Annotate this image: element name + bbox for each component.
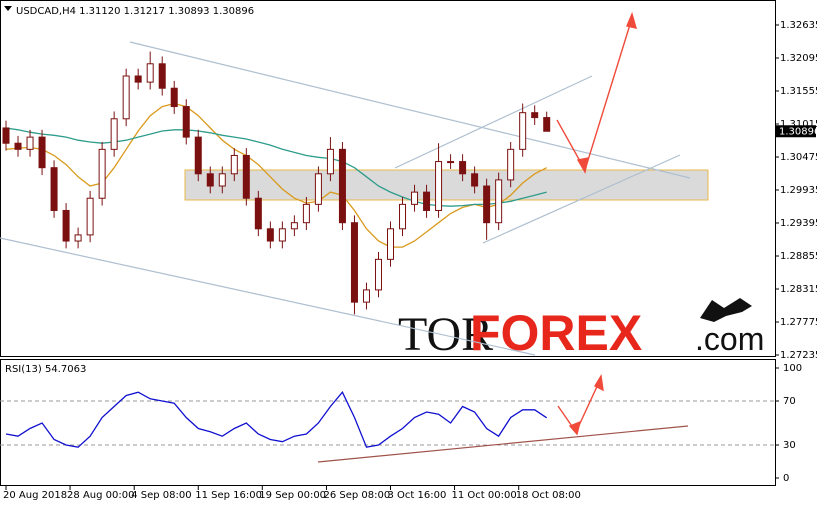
y-tick-label: 1.31015 [780,119,817,130]
candle-body [495,179,503,224]
y-tick-label: 1.28855 [780,251,817,262]
y-tick-label: 1.27235 [780,350,817,361]
y-tick-label: 1.27775 [780,317,817,328]
candle-body [459,161,467,175]
x-tick-label: 28 Aug 00:00 [67,490,134,501]
candle-body [50,167,58,211]
watermark: TOR FOREX .com [398,298,764,361]
candle-body [230,154,238,175]
channel-line [482,154,681,244]
channel-line [129,41,691,179]
x-tick-label: 11 Sep 16:00 [195,490,262,501]
candle-body [338,148,346,224]
x-tick-label: 4 Sep 08:00 [131,490,191,501]
candle-body [350,222,358,303]
candle-body [194,136,202,175]
moving-average [5,127,547,207]
candle-body [399,203,407,230]
x-tick-label: 26 Sep 08:00 [323,490,390,501]
rsi-panel [0,359,776,486]
chart-title: USDCAD,H4 1.31120 1.31217 1.30893 1.3089… [16,6,254,17]
channel-line [394,75,593,169]
candle-body [134,75,142,83]
candle-body [2,127,10,144]
candle-body [290,222,298,230]
rsi-trendline [317,425,689,463]
candle-body [74,234,82,242]
rsi-tick-label: 30 [783,440,796,451]
candle-body [531,112,539,119]
candle-body [278,228,286,242]
x-tick-label: 18 Oct 08:00 [516,490,581,501]
candle-body [170,87,178,108]
candle-body [38,136,46,169]
candle-body [206,173,214,187]
candle-body [543,117,551,132]
x-tick-label: 19 Sep 00:00 [259,490,326,501]
rsi-line [5,391,548,448]
x-tick-label: 20 Aug 2018 [3,490,67,501]
candle-body [242,154,250,199]
candle-body [471,173,479,187]
candle-body [326,148,334,175]
candle-body [218,173,226,187]
candle-body [98,148,106,199]
candle-body [254,197,262,230]
menu-triangle [4,6,12,11]
last-price-box [776,125,816,138]
candle-body [158,63,166,89]
plot: 1.32635 1.32095 1.31555 1.31015 1.30475 1.299… [0,20,817,501]
channel-line [0,237,536,356]
candle-body [14,142,22,150]
candle-body [435,161,443,211]
rsi-title: RSI(13) 54.7063 [5,364,86,375]
watermark-part: TOR [398,308,493,361]
candle-body [411,191,419,205]
watermark-part: .com [695,321,764,357]
rsi-tick-label: 70 [783,396,796,407]
candle-body [122,75,130,120]
candle-body [62,209,70,242]
candle-body [387,228,395,260]
y-tick-label: 1.31555 [780,86,817,97]
candle-body [507,148,515,181]
y-tick-label: 1.32635 [780,20,817,31]
x-tick-label: 11 Oct 00:00 [452,490,517,501]
candle-body [302,203,310,224]
arrow-heads [576,11,637,174]
candle-body [423,191,431,211]
candle-body [110,118,118,150]
candle-body [266,228,274,242]
y-tick-label: 1.30475 [780,152,817,163]
candle-body [182,106,190,138]
rsi-tick-label: 100 [783,363,802,374]
forecast-arrows [556,11,637,436]
candle-body [146,63,154,83]
y-tick-label: 1.32095 [780,53,817,64]
candle-body [314,173,322,205]
candle-body [447,161,455,164]
support-zone [184,169,709,201]
watermark-part: FOREX [470,305,642,361]
y-tick-label: 1.29935 [780,185,817,196]
last-price-label: 1.30896 [779,126,817,137]
candle-body [374,258,382,291]
bull-logo [700,298,752,322]
y-tick-label: 1.28315 [780,284,817,295]
candle-body [483,185,491,224]
candle-body [362,289,370,303]
x-tick-label: 3 Oct 16:00 [388,490,447,501]
rsi-tick-label: 0 [783,473,789,484]
candle-body [519,112,527,150]
candle-body [86,197,94,236]
candle-body [26,136,34,150]
moving-average [5,102,547,248]
channel-lines [0,41,691,356]
y-tick-label: 1.29395 [780,218,817,229]
arrow-heads [568,373,604,436]
